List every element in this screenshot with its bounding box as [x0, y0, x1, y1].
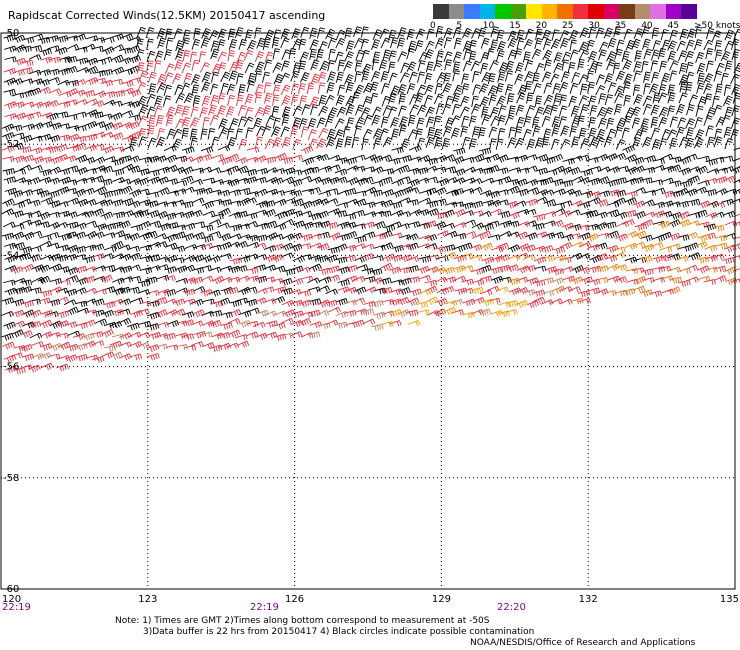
legend-swatch: [557, 4, 574, 19]
note-line-2: 3)Data buffer is 22 hrs from 20150417 4)…: [143, 627, 535, 637]
lat-label: -50: [3, 28, 19, 39]
wind-barbs: [1, 25, 740, 375]
lon-label: 135: [720, 594, 739, 605]
lat-label: -54: [3, 250, 19, 261]
legend-tick-label: 30: [588, 21, 600, 31]
legend-swatch: [681, 4, 698, 19]
legend-tick-label: 40: [641, 21, 653, 31]
legend-swatch: [526, 4, 543, 19]
legend-tick-label: 20: [535, 21, 548, 31]
lon-label: 120: [2, 594, 21, 605]
legend-swatch: [588, 4, 605, 19]
lat-label: -52: [3, 139, 19, 150]
map-title: Rapidscat Corrected Winds(12.5KM) 201504…: [8, 9, 326, 22]
lon-label: 126: [285, 594, 304, 605]
legend-tick-label: 35: [614, 21, 627, 31]
time-labels: 22:19 22:19 22:20: [2, 602, 526, 613]
lon-label: 132: [579, 594, 598, 605]
legend-swatch: [495, 4, 512, 19]
wind-barb-group: [1, 25, 740, 341]
time-label: 22:20: [497, 602, 526, 613]
legend-swatch: [433, 4, 450, 19]
map-frame: [0, 32, 736, 590]
legend-tick-label: 25: [562, 21, 574, 31]
note-line-1: Note: 1) Times are GMT 2)Times along bot…: [115, 616, 490, 626]
latitude-labels: -50 -52 -54 -56 -58 -60: [3, 28, 19, 595]
legend-swatch: [510, 4, 527, 19]
wind-barb-group: [381, 286, 529, 328]
lon-label: 129: [432, 594, 451, 605]
wind-barb-group: [2, 49, 740, 375]
wind-barb-group: [433, 219, 728, 286]
legend-swatch: [448, 4, 465, 19]
lat-label: -58: [3, 473, 19, 484]
legend-swatch: [619, 4, 636, 19]
credit-line: NOAA/NESDIS/Office of Research and Appli…: [470, 638, 696, 648]
legend-swatch: [572, 4, 589, 19]
wind-barb-group: [31, 277, 564, 361]
legend-swatch: [634, 4, 651, 19]
longitude-labels: 120 123 126 129 132 135: [2, 594, 739, 605]
legend-swatch: [464, 4, 481, 19]
time-label: 22:19: [250, 602, 279, 613]
legend-tick-label: 15: [509, 21, 521, 31]
time-label: 22:19: [2, 602, 31, 613]
legend-tick-label: 5: [456, 21, 463, 31]
lon-label: 123: [138, 594, 157, 605]
legend-swatch: [603, 4, 620, 19]
map-gridlines: [1, 33, 735, 589]
legend-swatch: [650, 4, 667, 19]
wind-barb-group: [552, 266, 738, 305]
legend-tick-label: 45: [667, 21, 680, 31]
legend-swatch: [665, 4, 682, 19]
legend-tick-label: >50 knots: [694, 21, 740, 31]
legend-tick-label: 10: [482, 21, 495, 31]
legend-swatch: [479, 4, 496, 19]
legend-tick-label: 0: [430, 21, 436, 31]
lat-label: -56: [3, 362, 19, 373]
lat-label: -60: [3, 584, 19, 595]
legend-swatch: [541, 4, 558, 19]
